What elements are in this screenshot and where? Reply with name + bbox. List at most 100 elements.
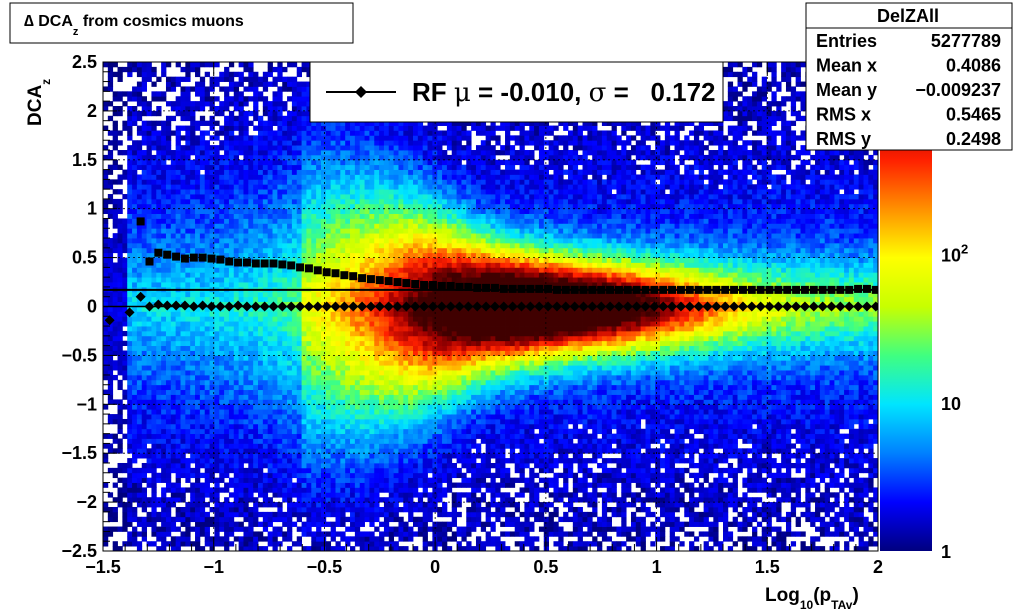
title-tail: from cosmics muons <box>78 13 243 30</box>
stats-label: RMS y <box>816 129 871 149</box>
diamond-marker <box>250 301 261 312</box>
diamond-marker <box>587 301 598 312</box>
square-marker <box>632 285 641 294</box>
square-marker <box>198 253 207 262</box>
diamond-marker <box>365 301 376 312</box>
diamond-marker <box>658 301 669 312</box>
diamond-marker <box>667 301 678 312</box>
diamond-marker <box>525 301 536 312</box>
square-marker <box>845 285 854 294</box>
square-marker <box>216 255 225 264</box>
square-marker <box>358 274 367 283</box>
square-marker <box>145 257 154 266</box>
diamond-marker <box>374 301 385 312</box>
square-marker <box>623 285 632 294</box>
square-marker <box>703 285 712 294</box>
diamond-marker <box>188 301 199 312</box>
diamond-marker <box>489 301 500 312</box>
y-tick-label: 2 <box>87 101 97 121</box>
diamond-marker <box>135 291 146 302</box>
square-marker <box>287 261 296 270</box>
stats-title: DelZAll <box>877 6 939 26</box>
diamond-marker <box>383 301 394 312</box>
diamond-marker <box>808 301 819 312</box>
square-marker <box>871 285 878 294</box>
diamond-marker <box>241 301 252 312</box>
square-marker <box>136 217 145 226</box>
colorbar-label: 1 <box>941 542 951 562</box>
diamond-marker <box>675 301 686 312</box>
data-markers <box>103 217 878 326</box>
stats-box: DelZAll Entries 5277789 Mean x 0.4086 Mean y… <box>805 2 1013 151</box>
diamond-marker <box>392 301 403 312</box>
diamond-marker <box>702 301 713 312</box>
diamond-marker <box>622 301 633 312</box>
x-tick-label: −0.5 <box>307 557 343 577</box>
y-tick-label: −2.5 <box>61 541 97 561</box>
diamond-marker <box>277 301 288 312</box>
diamond-marker <box>605 301 616 312</box>
diamond-marker <box>268 301 279 312</box>
diamond-marker <box>613 301 624 312</box>
square-marker <box>694 285 703 294</box>
square-marker <box>765 285 774 294</box>
diamond-marker <box>817 301 828 312</box>
square-marker <box>774 285 783 294</box>
square-marker <box>189 253 198 262</box>
square-marker <box>659 285 668 294</box>
diamond-marker <box>543 301 554 312</box>
diamond-marker <box>330 301 341 312</box>
square-marker <box>180 254 189 263</box>
square-marker <box>446 281 455 290</box>
square-marker <box>473 283 482 292</box>
square-marker <box>712 285 721 294</box>
square-marker <box>163 250 172 259</box>
y-tick-label: 0.5 <box>72 248 97 268</box>
square-marker <box>544 284 553 293</box>
grid <box>103 62 878 551</box>
diamond-marker <box>348 301 359 312</box>
square-marker <box>809 285 818 294</box>
diamond-marker <box>720 301 731 312</box>
diamond-marker <box>427 301 438 312</box>
square-marker <box>366 275 375 284</box>
square-marker <box>225 257 234 266</box>
diamond-marker <box>737 301 748 312</box>
square-marker <box>393 278 402 287</box>
square-marker <box>428 280 437 289</box>
square-marker <box>854 284 863 293</box>
x-tick-label: 1.5 <box>755 557 780 577</box>
x-axis-label: Log10(pTAv) <box>765 585 859 612</box>
diamond-marker <box>124 307 135 318</box>
diamond-marker <box>746 301 757 312</box>
diamond-marker <box>835 301 846 312</box>
diamond-marker <box>472 301 483 312</box>
square-marker <box>606 285 615 294</box>
diamond-marker <box>144 301 155 312</box>
square-marker <box>836 285 845 294</box>
stats-value: 0.4086 <box>946 56 1001 76</box>
diamond-marker <box>729 301 740 312</box>
diamond-marker <box>171 300 182 311</box>
diamond-marker <box>516 301 527 312</box>
diamond-marker <box>481 301 492 312</box>
diamond-marker <box>799 301 810 312</box>
x-tick-label: −1 <box>203 557 224 577</box>
diamond-marker <box>560 301 571 312</box>
square-marker <box>570 285 579 294</box>
y-tick-label: −0.5 <box>61 345 97 365</box>
diamond-marker <box>853 301 864 312</box>
square-marker <box>641 285 650 294</box>
diamond-marker <box>596 301 607 312</box>
square-marker <box>455 282 464 291</box>
square-marker <box>296 263 305 272</box>
square-marker <box>207 254 216 263</box>
square-marker <box>614 285 623 294</box>
legend-marker <box>355 86 367 98</box>
diamond-marker <box>640 301 651 312</box>
y-tick-label: −2 <box>76 492 97 512</box>
x-axis: −1.5 −1 −0.5 0 0.5 1 1.5 2 <box>85 62 883 577</box>
title-sub: z <box>73 26 79 38</box>
square-marker <box>676 285 685 294</box>
